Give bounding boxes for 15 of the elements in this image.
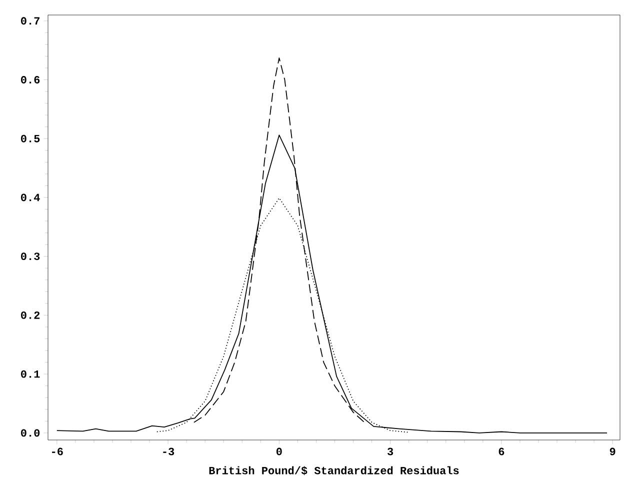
x-tick-label: 9 <box>610 448 616 456</box>
y-tick-label: 0.3 <box>21 252 40 260</box>
y-tick-label: 0.0 <box>21 429 40 437</box>
x-tick-label: 3 <box>388 448 394 456</box>
x-tick-label: 6 <box>498 448 504 456</box>
y-tick-label: 0.5 <box>21 134 40 142</box>
y-tick-label: 0.7 <box>21 17 40 25</box>
y-tick-label: 0.6 <box>21 76 40 84</box>
y-tick-label: 0.4 <box>21 194 40 202</box>
x-tick-label: 0 <box>276 448 282 456</box>
x-tick-label: -6 <box>52 448 63 456</box>
x-tick-label: -3 <box>163 448 174 456</box>
x-axis-title: British Pound/$ Standardized Residuals <box>209 466 459 476</box>
y-tick-label: 0.2 <box>21 311 40 319</box>
y-tick-label: 0.1 <box>21 370 40 378</box>
